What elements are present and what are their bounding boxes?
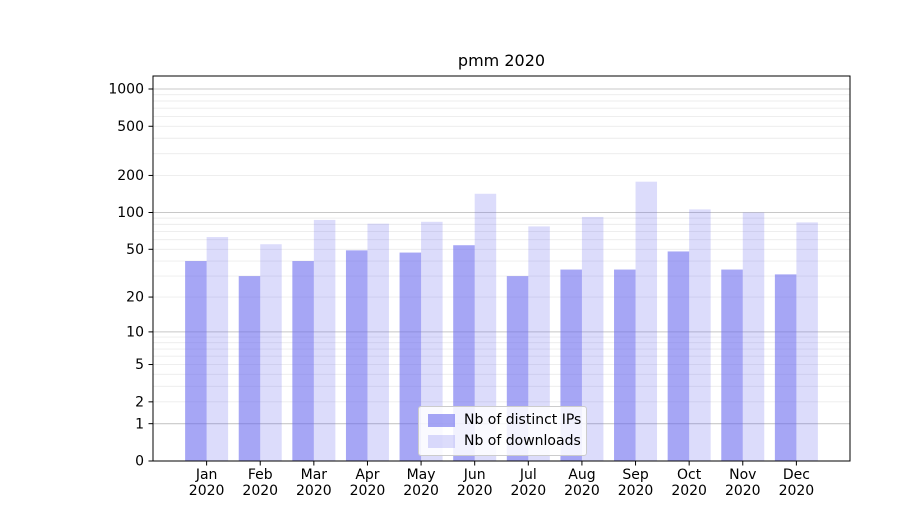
- plot-frame: [152, 75, 851, 462]
- x-tick-label-month: Apr: [355, 467, 379, 483]
- x-tick-label-year: 2020: [189, 483, 225, 499]
- x-tick-label-month: Dec: [783, 467, 810, 483]
- x-tick-label-year: 2020: [296, 483, 332, 499]
- bar-downloads-Dec: [796, 222, 818, 461]
- bar-downloads-Aug: [581, 216, 604, 461]
- legend-label-downloads: Nb of downloads: [464, 433, 581, 449]
- bar-downloads-Nov: [742, 212, 765, 461]
- legend-swatch-ips-icon: [428, 413, 455, 427]
- bar-distinct-ips-Mar: [292, 261, 314, 461]
- bar-downloads-Sep: [635, 181, 658, 461]
- y-tick-label: 500: [117, 119, 144, 135]
- bar-downloads-Apr: [367, 223, 389, 461]
- x-tick-label-year: 2020: [564, 483, 600, 499]
- x-tick-label-month: Jun: [463, 467, 486, 483]
- x-tick-label-year: 2020: [671, 483, 707, 499]
- chart-title: pmm 2020: [457, 51, 546, 70]
- bar-distinct-ips-Jan: [185, 261, 207, 461]
- x-tick-label-month: Jan: [195, 467, 218, 483]
- bar-downloads-Oct: [689, 209, 711, 461]
- x-tick-label-year: 2020: [457, 483, 493, 499]
- x-tick-label-year: 2020: [350, 483, 386, 499]
- x-tick-label-month: Oct: [677, 467, 702, 483]
- bar-downloads-Jan: [206, 237, 229, 461]
- y-tick-label: 10: [126, 325, 144, 341]
- bar-downloads-Feb: [260, 244, 282, 461]
- y-tick-label: 1000: [108, 82, 144, 98]
- bar-distinct-ips-Sep: [614, 269, 636, 461]
- y-tick-label: 200: [117, 168, 144, 184]
- chart-legend: Nb of distinct IPs Nb of downloads: [418, 406, 587, 456]
- bar-downloads-May: [421, 221, 443, 461]
- y-tick-label: 20: [126, 290, 144, 306]
- x-tick-label-month: Aug: [568, 467, 595, 483]
- legend-item-distinct-ips: Nb of distinct IPs: [428, 412, 581, 428]
- x-tick-label-year: 2020: [618, 483, 654, 499]
- legend-item-downloads: Nb of downloads: [428, 433, 581, 449]
- bar-downloads-Jul: [528, 226, 550, 461]
- bar-downloads-Jun: [474, 193, 497, 462]
- legend-label-ips: Nb of distinct IPs: [464, 412, 582, 428]
- legend-swatch-downloads-icon: [428, 434, 455, 448]
- x-tick-label-month: Feb: [248, 467, 273, 483]
- bar-distinct-ips-Feb: [238, 276, 261, 461]
- x-tick-label-year: 2020: [725, 483, 761, 499]
- x-tick-label-year: 2020: [779, 483, 815, 499]
- bar-distinct-ips-May: [399, 252, 422, 461]
- x-tick-label-year: 2020: [242, 483, 278, 499]
- x-tick-label-month: Mar: [301, 467, 328, 483]
- y-tick-label: 2: [135, 394, 144, 410]
- x-tick-label-year: 2020: [510, 483, 546, 499]
- bar-distinct-ips-Nov: [721, 269, 743, 461]
- y-tick-label: 50: [126, 242, 144, 258]
- chart-canvas: 01251020501002005001000Jan2020Feb2020Mar…: [108, 75, 851, 499]
- bar-distinct-ips-Apr: [345, 250, 368, 461]
- bar-downloads-Mar: [313, 219, 336, 461]
- y-tick-label: 1: [135, 416, 144, 432]
- x-tick-label-year: 2020: [403, 483, 439, 499]
- y-tick-label: 0: [135, 454, 144, 470]
- y-tick-label: 100: [117, 205, 144, 221]
- bar-distinct-ips-Dec: [774, 274, 797, 461]
- x-tick-label-month: Sep: [622, 467, 649, 483]
- x-tick-label-month: May: [407, 467, 436, 483]
- bar-distinct-ips-Oct: [667, 251, 690, 461]
- y-tick-label: 5: [135, 357, 144, 373]
- bar-chart-figure: pmm 2020 0 1 2 5 10 20 50 100 200 500 1000 Jan 2020 F…: [40, 16, 900, 516]
- x-tick-label-month: Nov: [729, 467, 756, 483]
- x-tick-label-month: Jul: [519, 467, 537, 483]
